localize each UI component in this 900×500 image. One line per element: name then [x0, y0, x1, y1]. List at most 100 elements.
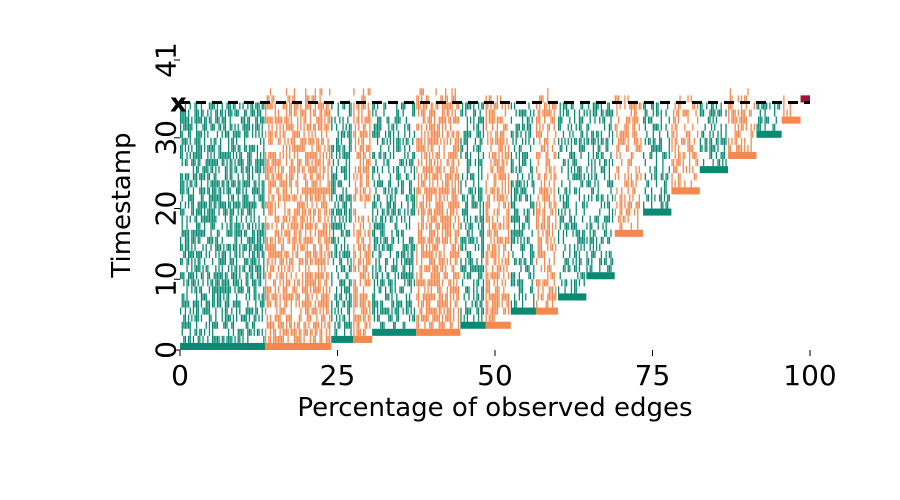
edge-cell [435, 272, 437, 280]
edge-cell [339, 321, 341, 329]
edge-cell [736, 130, 738, 138]
edge-cell [679, 102, 681, 110]
edge-cell [466, 116, 469, 124]
edge-cell [566, 194, 568, 202]
edge-cell [466, 314, 469, 322]
edge-cell [212, 215, 214, 223]
edge-cell [515, 109, 517, 117]
edge-cell [493, 116, 495, 124]
edge-cell [362, 236, 365, 244]
edge-cell [292, 215, 294, 223]
edge-cell [204, 222, 206, 230]
edge-cell [197, 137, 199, 145]
edge-cell [485, 250, 487, 259]
edge-cell [677, 151, 680, 160]
edge-cell [744, 109, 746, 117]
edge-cell [595, 130, 598, 138]
edge-cell [535, 102, 538, 110]
edge-cell [199, 187, 201, 195]
edge-cell [205, 201, 207, 209]
edge-cell [580, 137, 582, 145]
edge-cell [485, 201, 487, 209]
edge-cell [389, 194, 392, 202]
edge-cell [451, 166, 453, 174]
edge-cell [466, 208, 469, 216]
edge-cell [674, 151, 676, 160]
edge-cell [550, 187, 552, 195]
edge-cell [543, 180, 546, 188]
edge-cell [313, 180, 315, 188]
edge-cell [200, 215, 203, 223]
edge-cell [347, 194, 349, 202]
edge-cell [181, 321, 183, 329]
edge-cell [208, 236, 211, 244]
edge-cell [481, 137, 483, 145]
edge-cell [285, 151, 288, 160]
edge-cell [180, 272, 182, 280]
edge-cell [515, 300, 517, 308]
edge-cell [184, 159, 187, 167]
edge-cell [482, 208, 485, 216]
edge-cell [432, 293, 434, 301]
edge-cell [491, 222, 494, 230]
edge-cell [416, 102, 418, 110]
edge-cell [443, 116, 445, 124]
edge-cell [295, 229, 297, 237]
edge-cell [295, 335, 297, 343]
edge-cell [710, 144, 713, 152]
edge-cell [376, 116, 379, 124]
edge-cell [441, 222, 444, 230]
edge-cell [309, 258, 312, 266]
edge-cell [373, 307, 376, 315]
edge-cell [345, 123, 347, 131]
edge-cell [298, 335, 300, 343]
edge-cell [316, 194, 318, 202]
edge-cell [394, 265, 396, 273]
edge-cell [314, 286, 316, 294]
edge-cell [533, 300, 535, 308]
edge-cell [223, 187, 225, 195]
edge-cell [723, 144, 726, 152]
edge-cell [327, 159, 329, 167]
edge-cell [468, 293, 470, 301]
edge-cell [325, 130, 328, 138]
edge-cell [196, 102, 198, 110]
edge-cell [547, 194, 549, 202]
edge-cell [504, 243, 507, 251]
edge-cell [655, 180, 658, 188]
edge-cell [298, 166, 300, 174]
edge-cell [430, 102, 432, 110]
edge-cell [200, 286, 203, 294]
edge-cell [369, 88, 371, 96]
edge-cell [652, 144, 654, 152]
edge-cell [477, 293, 480, 301]
edge-cell [521, 243, 524, 251]
edge-cell [437, 222, 439, 230]
edge-cell [412, 265, 414, 273]
edge-cell [183, 116, 185, 124]
edge-cell [446, 95, 448, 103]
edge-cell [282, 130, 284, 138]
edge-cell [369, 194, 371, 202]
edge-cell [550, 272, 552, 280]
edge-cell [228, 314, 230, 322]
edge-cell [421, 258, 423, 266]
edge-cell [429, 159, 431, 167]
edge-cell [663, 151, 666, 160]
edge-cell [526, 208, 529, 216]
edge-cell [466, 194, 469, 202]
edge-cell [359, 328, 361, 336]
edge-cell [319, 250, 321, 259]
edge-cell [525, 109, 527, 117]
edge-cell [192, 300, 195, 308]
edge-cell [438, 314, 440, 322]
edge-cell [319, 95, 321, 103]
edge-cell [608, 250, 611, 259]
edge-cell [265, 166, 267, 174]
edge-cell [321, 201, 323, 209]
edge-cell [240, 286, 243, 294]
edge-cell [192, 194, 195, 202]
edge-cell [437, 173, 439, 181]
edge-cell [413, 314, 416, 322]
edge-cell [232, 137, 235, 145]
